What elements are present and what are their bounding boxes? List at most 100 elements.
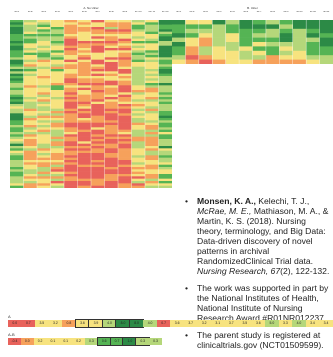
heatmap-cell <box>91 157 105 161</box>
heatmap-cell <box>118 167 132 170</box>
heatmap-cell <box>104 153 119 156</box>
heatmap-cell <box>145 120 159 123</box>
heatmap-cell <box>50 134 65 137</box>
notes-list: • Monsen, K. A., Kelechi, T. J., McRae, … <box>183 196 333 357</box>
heatmap-cell <box>10 169 24 172</box>
heatmap-cell <box>64 153 78 156</box>
heatmap-cell <box>50 80 65 84</box>
legend-cell: 4.0 <box>292 320 306 327</box>
heatmap-cell <box>131 34 146 37</box>
heatmap-cell <box>10 153 24 156</box>
heatmap-cell <box>23 76 38 79</box>
heatmap-cell <box>64 27 78 30</box>
heatmap-cell <box>158 143 172 147</box>
heatmap-cell <box>145 90 159 93</box>
heatmap-cell <box>292 46 307 52</box>
legend-cell: 0.3 <box>135 337 151 346</box>
heatmap-cell <box>145 136 159 140</box>
heatmap-cell <box>265 50 280 56</box>
heatmap-cell <box>64 50 78 53</box>
heatmap-cell <box>50 36 65 39</box>
heatmap-cell <box>118 183 132 186</box>
heatmap-cell <box>23 90 38 93</box>
heatmap-cell <box>104 111 119 114</box>
heatmap-cell <box>279 24 294 30</box>
heatmap-cell <box>10 178 24 182</box>
heatmap-cell <box>10 78 24 81</box>
heatmap-cell <box>145 34 159 37</box>
heatmap-cell <box>10 143 24 147</box>
heatmap-cell <box>64 29 78 32</box>
heatmap-cell <box>37 83 51 86</box>
heatmap-cell <box>118 52 132 56</box>
heatmap-cell <box>252 59 267 64</box>
heatmap-cell <box>23 111 38 114</box>
legend-cell: -0.4 <box>8 338 21 345</box>
panel-a-heatmap <box>10 20 172 188</box>
heatmap-cell <box>118 136 132 140</box>
heatmap-cell <box>37 64 51 67</box>
heatmap-cell <box>37 34 51 37</box>
heatmap-cell <box>50 85 65 88</box>
heatmap-cell <box>131 80 146 84</box>
heatmap-cell <box>131 78 146 81</box>
heatmap-cell <box>77 136 92 140</box>
heatmap-cell <box>23 45 38 49</box>
heatmap-cell <box>118 31 132 35</box>
heatmap-cell <box>104 71 119 74</box>
heatmap-cell <box>145 164 159 168</box>
heatmap-cell <box>306 55 320 60</box>
heatmap-cell <box>91 183 105 186</box>
heatmap-cell <box>10 120 24 123</box>
heatmap-cell <box>252 50 267 56</box>
heatmap-cell <box>23 164 38 168</box>
heatmap-cell <box>37 24 51 28</box>
heatmap-cell <box>145 41 159 44</box>
heatmap-cell <box>10 157 24 161</box>
heatmap-cell <box>131 176 146 179</box>
heatmap-cell <box>64 120 78 123</box>
heatmap-cell <box>131 148 146 151</box>
heatmap-cell <box>145 38 159 42</box>
heatmap-cell <box>23 62 38 65</box>
heatmap-cell <box>158 174 172 177</box>
heatmap-cell <box>145 113 159 116</box>
column-header: MH8 <box>270 11 276 13</box>
heatmap-cell <box>64 38 78 42</box>
heatmap-cell <box>50 157 65 161</box>
heatmap-cell <box>158 94 172 98</box>
heatmap-cell <box>185 59 200 64</box>
heatmap-cell <box>50 136 65 140</box>
heatmap-cell <box>77 178 92 182</box>
heatmap-cell <box>77 122 92 126</box>
heatmap-cell <box>198 55 213 60</box>
heatmap-cell <box>118 36 132 39</box>
heatmap-cell <box>279 37 294 43</box>
heatmap-cell <box>239 55 253 60</box>
heatmap-cell <box>91 148 105 151</box>
heatmap-cell <box>23 181 38 184</box>
heatmap-cell <box>118 22 132 25</box>
heatmap-cell <box>91 76 105 79</box>
heatmap-cell <box>158 50 172 53</box>
heatmap-cell <box>145 153 159 156</box>
heatmap-cell <box>64 125 78 128</box>
heatmap-cell <box>77 129 92 133</box>
heatmap-cell <box>64 171 78 175</box>
column-header: MH3 <box>41 11 47 13</box>
heatmap-cell <box>10 160 24 163</box>
heatmap-cell <box>50 83 65 86</box>
heatmap-cell <box>265 59 280 64</box>
heatmap-cell <box>225 33 240 38</box>
heatmap-cell <box>91 115 105 119</box>
heatmap-cell <box>131 64 146 67</box>
heatmap-cell <box>64 157 78 161</box>
heatmap-cell <box>104 185 119 188</box>
heatmap-cell <box>37 181 51 184</box>
heatmap-cell <box>37 66 51 70</box>
heatmap-cell <box>131 164 146 168</box>
heatmap-cell <box>118 171 132 175</box>
heatmap-cell <box>131 174 146 177</box>
heatmap-cell <box>145 146 159 149</box>
heatmap-cell <box>145 92 159 95</box>
